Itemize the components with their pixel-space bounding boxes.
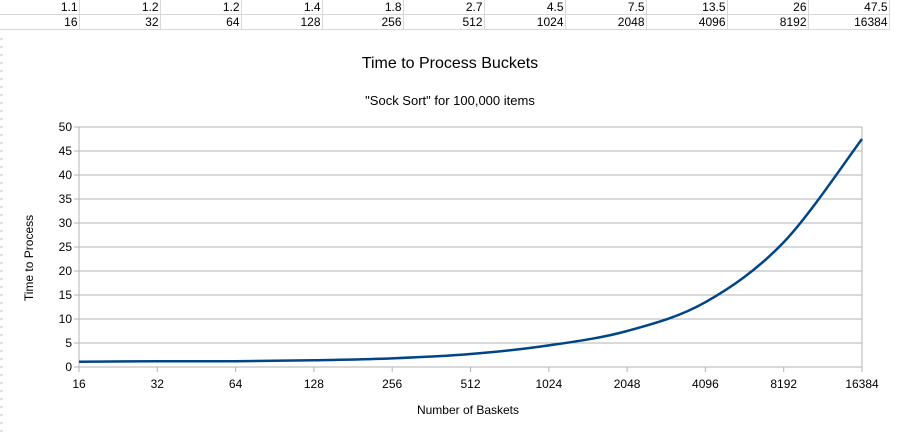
chart-title: Time to Process Buckets bbox=[362, 55, 538, 72]
y-tick-label: 10 bbox=[59, 312, 73, 326]
y-tick-label: 45 bbox=[59, 144, 73, 158]
data-point bbox=[548, 344, 550, 346]
table-row: 1.1 1.2 1.2 1.4 1.8 2.7 4.5 7.5 13.5 26 … bbox=[0, 0, 890, 15]
x-tick-label: 16384 bbox=[845, 377, 879, 391]
data-point bbox=[78, 361, 80, 363]
y-tick-label: 20 bbox=[59, 264, 73, 278]
table-cell[interactable]: 1.2 bbox=[160, 0, 242, 15]
y-tick-label: 25 bbox=[59, 240, 73, 254]
x-tick-label: 512 bbox=[460, 377, 480, 391]
y-tick-label: 35 bbox=[59, 192, 73, 206]
x-tick-label: 64 bbox=[229, 377, 243, 391]
x-tick-label: 256 bbox=[382, 377, 402, 391]
y-tick-label: 15 bbox=[59, 288, 73, 302]
x-axis-label: Number of Baskets bbox=[417, 403, 519, 417]
table-cell[interactable]: 26 bbox=[727, 0, 809, 15]
data-point bbox=[704, 301, 706, 303]
data-point bbox=[391, 357, 393, 359]
table-cell[interactable]: 16384 bbox=[808, 14, 890, 30]
y-tick-label: 30 bbox=[59, 216, 73, 230]
table-cell[interactable]: 128 bbox=[241, 14, 323, 30]
table-cell[interactable]: 1.2 bbox=[79, 0, 161, 15]
table-cell[interactable]: 7.5 bbox=[565, 0, 647, 15]
data-point bbox=[469, 353, 471, 355]
table-cell[interactable]: 2.7 bbox=[403, 0, 485, 15]
y-tick-label: 40 bbox=[59, 168, 73, 182]
x-tick-label: 1024 bbox=[535, 377, 562, 391]
x-tick-label: 4096 bbox=[692, 377, 719, 391]
table-cell[interactable]: 8192 bbox=[727, 14, 809, 30]
table-cell[interactable]: 32 bbox=[79, 14, 161, 30]
data-point bbox=[156, 360, 158, 362]
table-cell[interactable]: 2048 bbox=[565, 14, 647, 30]
table-cell[interactable]: 16 bbox=[0, 14, 80, 30]
data-point bbox=[234, 360, 236, 362]
x-tick-label: 16 bbox=[72, 377, 86, 391]
table-cell[interactable]: 512 bbox=[403, 14, 485, 30]
table-cell[interactable]: 64 bbox=[160, 14, 242, 30]
chart-subtitle: "Sock Sort" for 100,000 items bbox=[365, 93, 535, 108]
y-tick-label: 50 bbox=[59, 120, 73, 134]
table-cell[interactable]: 1.1 bbox=[0, 0, 80, 15]
x-tick-label: 2048 bbox=[614, 377, 641, 391]
gridlines bbox=[78, 126, 863, 368]
table-cell[interactable]: 256 bbox=[322, 14, 404, 30]
y-tick-label: 5 bbox=[65, 336, 72, 350]
series-line bbox=[78, 138, 863, 363]
x-axis-ticks: 16 32 64 128 256 512 1024 2048 4096 8192 16384 bbox=[72, 367, 879, 391]
table-cell[interactable]: 1.4 bbox=[241, 0, 323, 15]
table-cell[interactable]: 47.5 bbox=[808, 0, 890, 15]
data-table: 1.1 1.2 1.2 1.4 1.8 2.7 4.5 7.5 13.5 26 … bbox=[0, 0, 890, 30]
table-cell[interactable]: 1.8 bbox=[322, 0, 404, 15]
data-point bbox=[861, 138, 863, 140]
table-cell[interactable]: 4096 bbox=[646, 14, 728, 30]
x-tick-label: 128 bbox=[304, 377, 324, 391]
table-cell[interactable]: 13.5 bbox=[646, 0, 728, 15]
sheet-edge-ticks bbox=[0, 38, 3, 432]
series-group bbox=[78, 138, 863, 363]
data-point bbox=[626, 330, 628, 332]
data-point bbox=[313, 359, 315, 361]
x-tick-label: 8192 bbox=[770, 377, 797, 391]
data-point bbox=[783, 241, 785, 243]
table-row: 16 32 64 128 256 512 1024 2048 4096 8192… bbox=[0, 14, 890, 30]
table-cell[interactable]: 1024 bbox=[484, 14, 566, 30]
x-tick-label: 32 bbox=[151, 377, 165, 391]
y-axis-ticks: 0 5 10 15 20 25 30 35 40 45 50 bbox=[59, 120, 79, 374]
table-cell[interactable]: 4.5 bbox=[484, 0, 566, 15]
y-tick-label: 0 bbox=[65, 360, 72, 374]
y-axis-label: Time to Process bbox=[22, 215, 36, 301]
